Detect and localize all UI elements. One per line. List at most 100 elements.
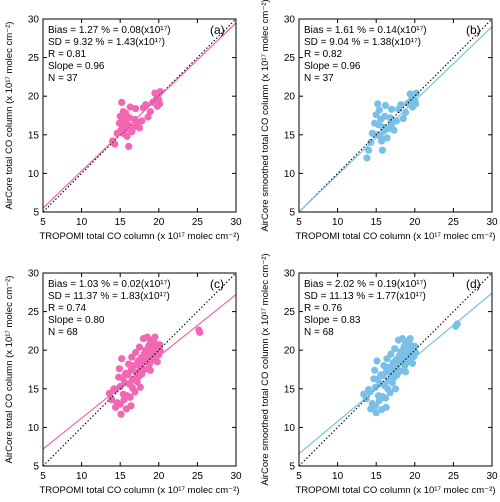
panel-b-point — [392, 117, 400, 125]
panel-c-stat-r: R = 0.74 — [48, 303, 87, 314]
panel-b-stat-sd: SD = 9.04 % = 1.38(x10¹⁷) — [304, 37, 421, 48]
panel-d-point — [391, 345, 399, 353]
panel-c-point — [115, 365, 123, 373]
panel-a-stat-n: N = 37 — [48, 73, 78, 84]
panel-b-xlabel: TROPOMI total CO column (x 10¹⁷ molec cm… — [295, 231, 495, 242]
panel-d-tag: (d) — [466, 277, 481, 291]
panel-d-point — [391, 385, 400, 393]
panel-c-point — [146, 366, 154, 374]
panel-c-stat-sd: SD = 11.37 % = 1.83(x10¹⁷) — [48, 291, 170, 302]
panel-b-point — [381, 112, 389, 120]
panel-c-xtick-label: 10 — [76, 471, 88, 482]
panel-b-ytick-label: 25 — [284, 53, 296, 64]
panel-d-ytick-label: 30 — [284, 269, 296, 280]
panel-a-point — [144, 113, 152, 121]
panel-b-point — [378, 146, 386, 154]
panel-a-point — [125, 114, 134, 122]
panel-d-point — [401, 368, 410, 376]
panel-d-stat-bias: Bias = 2.02 % = 0.19(x10¹⁷) — [304, 279, 427, 290]
panel-a-point — [142, 101, 150, 109]
panel-b-frame — [298, 18, 493, 213]
panel-a-ytick-label: 5 — [33, 208, 39, 219]
panel-b-stat-bias: Bias = 1.61 % = 0.14(x10¹⁷) — [304, 25, 427, 36]
panel-c-point — [143, 333, 151, 341]
panel-a-ylabel: AirCore total CO column (x 10¹⁷ molec cm… — [4, 22, 15, 210]
panel-b-ytick-label: 30 — [284, 15, 296, 26]
panel-d-xtick-label: 30 — [486, 471, 498, 482]
panel-a-ytick-label: 10 — [28, 169, 40, 180]
panel-a-point — [126, 103, 134, 111]
panel-b-ytick-label: 15 — [284, 130, 296, 141]
panel-a-ticks: 5 10 15 20 25 30 5 10 15 20 25 30 — [28, 15, 242, 229]
panel-a-point — [125, 142, 133, 150]
panel-b-point — [401, 108, 410, 116]
panel-b-point — [386, 114, 394, 122]
panel-d-stats: Bias = 2.02 % = 0.19(x10¹⁷) SD = 11.13 %… — [304, 279, 427, 338]
panel-d-stat-sd: SD = 11.13 % = 1.77(x10¹⁷) — [304, 291, 426, 302]
panel-a-marks — [43, 19, 236, 212]
panel-b-xtick-label: 5 — [296, 217, 302, 228]
panel-a-point — [123, 132, 131, 140]
panel-b-ylabel: AirCore smoothed total CO column (x 10¹⁷… — [260, 0, 271, 232]
panel-d-frame — [298, 272, 493, 467]
panel-c-stat-bias: Bias = 1.03 % = 0.02(x10¹⁷) — [48, 279, 171, 290]
panel-c-point — [126, 393, 134, 401]
panel-d-xtick-label: 5 — [296, 471, 302, 482]
panel-c-point — [111, 386, 119, 394]
panel-a-point — [124, 121, 132, 129]
panel-b-fit-line — [299, 26, 492, 212]
panel-c-ytick-label: 15 — [28, 384, 40, 395]
panel-b-point — [363, 154, 371, 162]
panel-d-ytick-label: 10 — [284, 423, 296, 434]
panel-b-xtick-label: 15 — [371, 217, 383, 228]
panel-b-xtick-label: 25 — [448, 217, 460, 228]
panel-d-marks — [299, 273, 492, 466]
panel-d-point — [371, 366, 379, 374]
panel-a-xtick-label: 5 — [40, 217, 46, 228]
panel-d-point — [411, 342, 419, 350]
panel-d-point — [412, 348, 420, 357]
panel-a-stat-r: R = 0.81 — [48, 49, 87, 60]
panel-a-xtick-label: 15 — [115, 217, 127, 228]
panel-a-tag: (a) — [210, 23, 225, 37]
panel-a-ytick-label: 30 — [28, 15, 40, 26]
panel-d-stat-slope: Slope = 0.83 — [304, 315, 361, 326]
panel-d: 5 10 15 20 25 30 5 10 15 20 25 30 Bias = 2.02 % = 0… — [260, 253, 498, 496]
panel-b-point — [381, 101, 390, 110]
panel-b-point — [383, 134, 391, 142]
panel-b-ticks: 5 10 15 20 25 30 5 10 15 20 25 30 — [284, 15, 498, 229]
panel-c-point — [133, 378, 141, 386]
panel-c-point — [131, 388, 139, 396]
panel-b-point — [374, 100, 382, 108]
panel-b-point — [412, 89, 420, 97]
panel-d-xtick-label: 25 — [448, 471, 460, 482]
panel-b-xtick-label: 30 — [486, 217, 498, 228]
panel-d-xtick-label: 15 — [371, 471, 383, 482]
panel-b-point — [390, 126, 398, 134]
panel-d-xtick-label: 10 — [332, 471, 344, 482]
panel-a-xtick-label: 10 — [76, 217, 88, 228]
panel-d-point — [388, 379, 396, 387]
panel-c-xtick-label: 30 — [230, 471, 242, 482]
panel-b-stat-r: R = 0.82 — [304, 49, 343, 60]
panel-c-point — [127, 402, 135, 410]
panel-d-ytick-label: 20 — [284, 346, 296, 357]
panel-c-stats: Bias = 1.03 % = 0.02(x10¹⁷) SD = 11.37 %… — [48, 279, 171, 338]
panel-b-point — [399, 115, 407, 123]
panel-a-point — [132, 105, 140, 113]
panel-a-xtick-label: 30 — [230, 217, 242, 228]
panel-d-ylabel: AirCore smoothed total CO column (x 10¹⁷… — [260, 253, 271, 485]
panel-b-stats: Bias = 1.61 % = 0.14(x10¹⁷) SD = 9.04 % … — [304, 25, 427, 84]
panel-a-point — [138, 117, 146, 125]
panel-c-xtick-label: 15 — [115, 471, 127, 482]
panel-b-xtick-label: 10 — [332, 217, 344, 228]
panel-a-stats: Bias = 1.27 % = 0.08(x10¹⁷) SD = 9.32 % … — [48, 25, 171, 84]
panel-a-xlabel: TROPOMI total CO column (x 10¹⁷ molec cm… — [39, 231, 239, 242]
panel-a-point — [118, 98, 126, 106]
panel-c-fit-line — [43, 294, 236, 450]
panel-a-point — [135, 124, 144, 132]
panel-c-point — [125, 360, 133, 368]
panel-d-ytick-label: 25 — [284, 307, 296, 318]
panel-c-marks — [43, 273, 236, 466]
